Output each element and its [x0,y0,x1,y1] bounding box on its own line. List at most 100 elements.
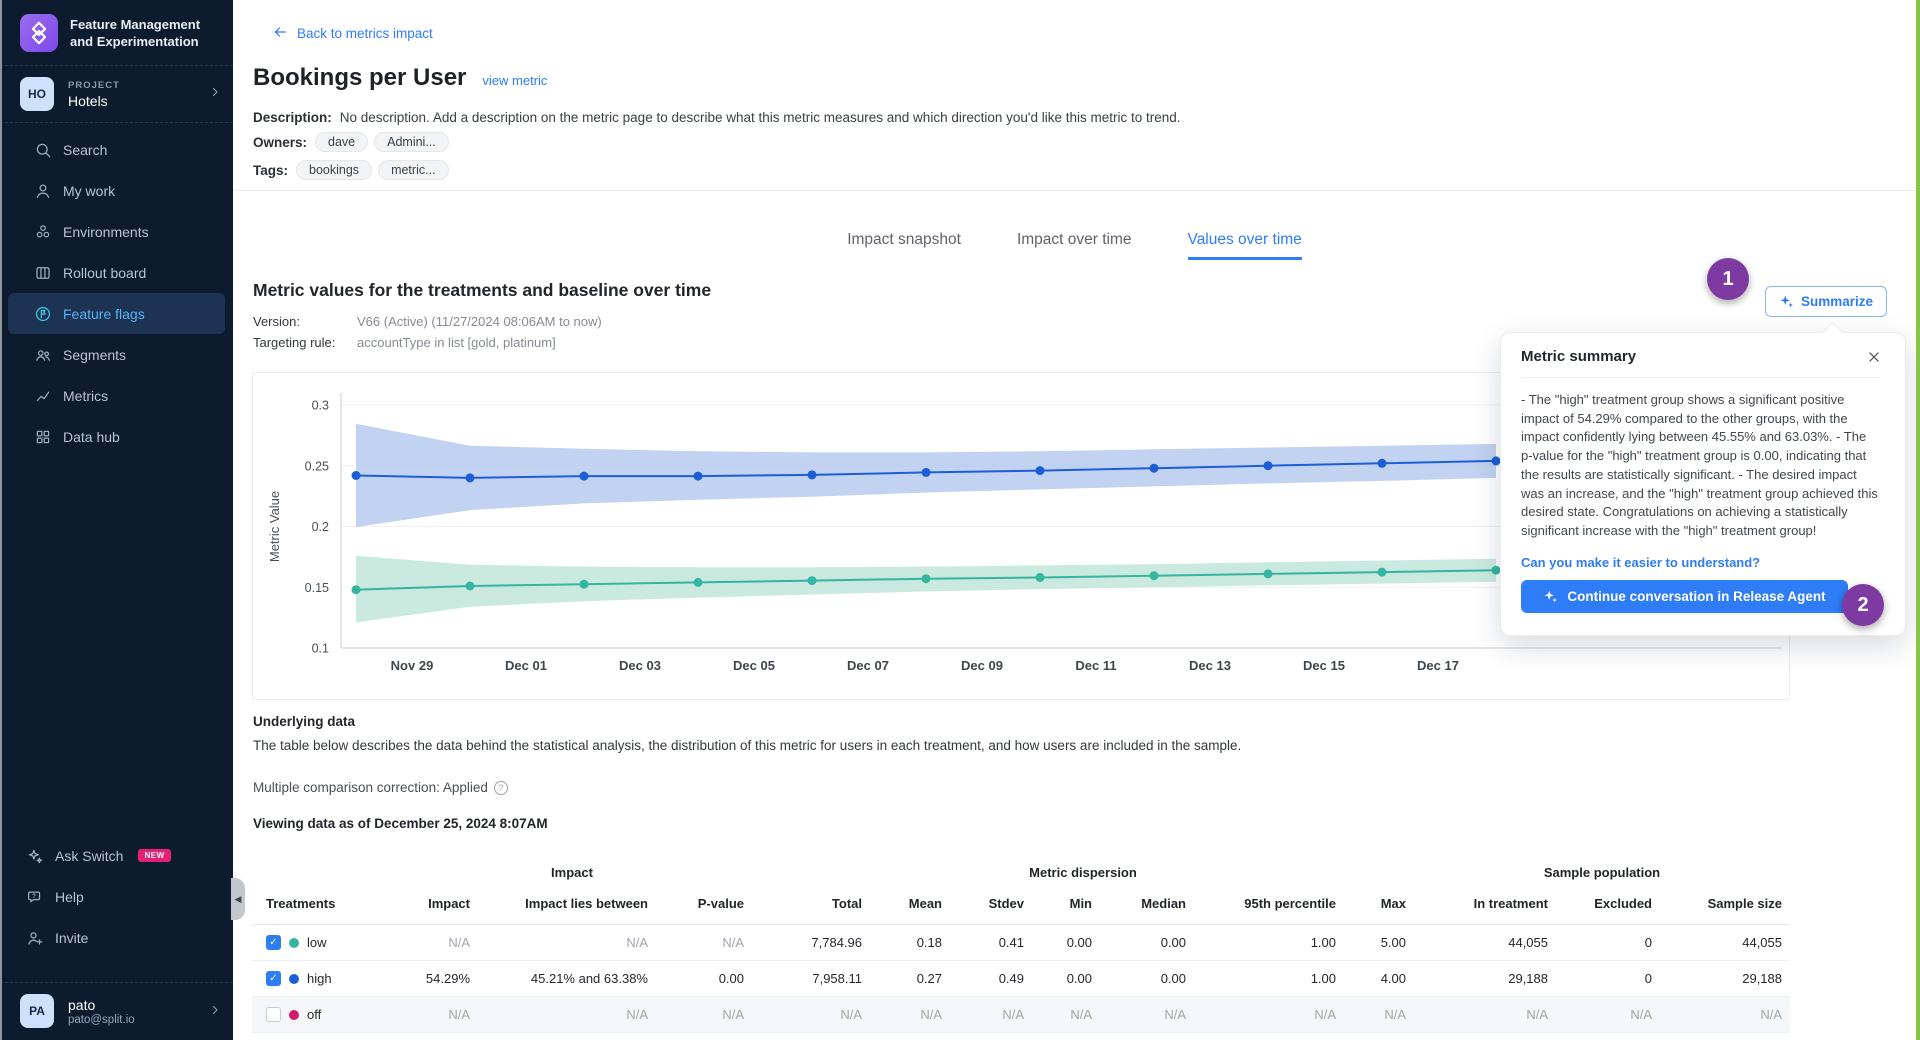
back-arrow-icon [272,25,288,42]
treatment-checkbox[interactable]: ✓ [266,971,281,986]
column-header: In treatment [1414,884,1556,925]
sidebar-footer: Ask Switch NEW? Help Invite [0,835,233,958]
panel-title: Metric summary [1521,348,1637,365]
sidebar-item-metrics[interactable]: Metrics [8,375,225,416]
sidebar-item-label: Feature flags [63,305,145,322]
sidebar-item-ask-switch[interactable]: Ask Switch NEW [0,835,233,876]
table-cell: 0.41 [950,924,1032,961]
close-icon[interactable] [1867,350,1881,364]
underlying-data-title: Underlying data [253,714,356,729]
table-cell: 7,784.96 [752,924,870,961]
svg-text:0.2: 0.2 [312,520,329,534]
column-header: Max [1344,884,1414,925]
table-cell: 54.29% [392,960,478,997]
summarize-button[interactable]: Summarize [1765,286,1887,317]
tag-pill[interactable]: bookings [296,160,373,180]
sidebar-item-search[interactable]: Search [8,129,225,170]
treatment-color-dot [289,1009,299,1020]
group-header: Metric dispersion [1029,865,1137,880]
continue-in-release-agent-button[interactable]: Continue conversation in Release Agent [1521,579,1848,613]
screen-share-border [1916,0,1920,1040]
table-group-header-row: Impact Metric dispersion Sample population [252,862,1790,884]
sidebar-item-environments[interactable]: Environments [8,211,225,252]
svg-text:Dec 01: Dec 01 [505,658,547,673]
sidebar-item-segments[interactable]: Segments [8,334,225,375]
chevron-right-icon [209,1003,221,1021]
tag-pill[interactable]: metric... [378,160,449,180]
sidebar-item-rollout-board[interactable]: Rollout board [8,252,225,293]
sidebar-divider [0,122,233,123]
search-icon [34,141,52,159]
view-metric-link[interactable]: view metric [482,73,548,88]
table-cell: 0 [1556,960,1660,997]
column-header: Stdev [950,884,1032,925]
targeting-row: Targeting rule: accountType in list [gol… [253,335,556,350]
sidebar-item-data-hub[interactable]: Data hub [8,416,225,457]
underlying-data-table: Impact Metric dispersion Sample population… [252,862,1790,1033]
user-menu[interactable]: PA pato pato@split.io [0,982,233,1040]
table-cell: 1.00 [1194,960,1344,997]
table-cell: N/A [870,996,950,1033]
table-cell: N/A [478,924,656,961]
table-cell: N/A [1660,996,1790,1033]
tab-impact-snapshot[interactable]: Impact snapshot [847,231,961,248]
table-cell: 0.18 [870,924,950,961]
treatment-checkbox[interactable] [266,1007,281,1022]
sidebar-item-my-work[interactable]: My work [8,170,225,211]
invite-icon [26,929,44,947]
tags-row: Tags: bookings metric... [253,160,449,180]
segments-icon [34,346,52,364]
sidebar-item-feature-flags[interactable]: Feature flags [8,293,225,334]
sparkles-icon [1779,294,1794,309]
sidebar-item-invite[interactable]: Invite [0,917,233,958]
table-cell: 0.49 [950,960,1032,997]
column-header: Impact [392,884,478,925]
correction-row: Multiple comparison correction: Applied … [253,780,508,795]
back-link[interactable]: Back to metrics impact [272,25,433,42]
app-title: Feature Management and Experimentation [70,16,201,49]
window-edge-left [0,0,2,1040]
tab-values-over-time[interactable]: Values over time [1187,231,1302,260]
table-cell: N/A [1032,996,1100,1033]
metric-summary-panel: Metric summary - The "high" treatment gr… [1500,321,1906,636]
info-icon[interactable]: ? [493,780,508,795]
tab-impact-over-time[interactable]: Impact over time [1016,231,1132,248]
table-cell: N/A [1556,996,1660,1033]
user-email: pato@split.io [68,1013,135,1026]
rollout-board-icon [34,264,52,282]
owners-row: Owners: dave Admini... [253,132,449,152]
column-header: Mean [870,884,950,925]
app-logo-row: Feature Management and Experimentation [0,0,233,65]
sidebar-item-label: My work [63,182,116,199]
svg-text:Nov 29: Nov 29 [391,658,434,673]
data-hub-icon [34,428,52,446]
sidebar-item-label: Ask Switch [55,847,124,864]
sparkles-icon [1543,589,1558,604]
description-text: No description. Add a description on the… [339,110,1181,125]
sidebar-item-help[interactable]: ? Help [0,876,233,917]
page-title: Bookings per User [253,64,467,91]
environments-icon [34,223,52,241]
values-over-time-chart: 0.3 0.25 0.2 0.15 0.1 Metric Value Nov 29 Dec 0… [252,372,1790,700]
chevron-right-icon [209,85,221,103]
project-switcher[interactable]: HO PROJECT Hotels [0,66,233,122]
sidebar-divider [0,65,233,66]
split-logo-icon [20,14,58,52]
svg-text:Dec 07: Dec 07 [847,658,889,673]
table-row-off: off N/A N/A N/A N/A N/A N/A N/A N/A N/A N/A N/A N/A N… [252,996,1790,1033]
table-cell: 29,188 [1414,960,1556,997]
treatment-checkbox[interactable]: ✓ [266,935,281,950]
sidebar-item-label: Search [63,141,108,158]
sidebar-collapse-handle[interactable]: ◀ [231,878,245,920]
column-header: 95th percentile [1194,884,1344,925]
table-cell: 4.00 [1344,960,1414,997]
svg-text:0.1: 0.1 [312,642,329,656]
svg-text:0.15: 0.15 [305,581,329,595]
targeting-value: accountType in list [gold, platinum] [357,335,556,350]
viewing-data-timestamp: Viewing data as of December 25, 2024 8:0… [253,816,548,831]
annotation-step-1: 1 [1707,258,1749,300]
owner-pill[interactable]: Admini... [374,132,449,152]
simplify-link[interactable]: Can you make it easier to understand? [1521,554,1761,570]
svg-text:Metric Value: Metric Value [267,491,282,562]
owner-pill[interactable]: dave [315,132,369,152]
